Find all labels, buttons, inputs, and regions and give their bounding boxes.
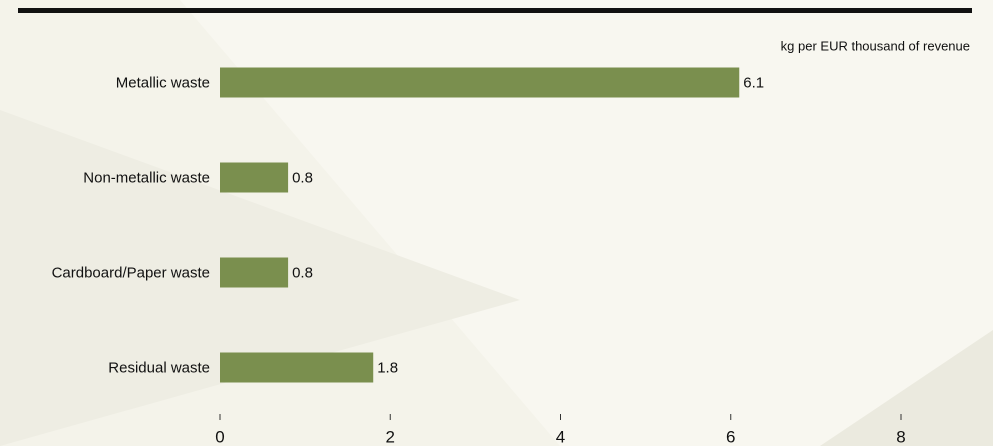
value-label: 0.8: [292, 169, 313, 186]
x-tick-label: 2: [386, 427, 395, 446]
y-tick-label: Non-metallic waste: [83, 169, 210, 186]
x-tick-label: 6: [726, 427, 735, 446]
x-tick-label: 0: [215, 427, 224, 446]
value-label: 6.1: [743, 74, 764, 91]
bar: [220, 352, 374, 383]
value-label: 1.8: [377, 359, 398, 376]
bar: [220, 257, 289, 288]
unit-label: kg per EUR thousand of revenue: [781, 38, 970, 53]
bar: [220, 67, 740, 98]
bar: [220, 162, 289, 193]
value-label: 0.8: [292, 264, 313, 281]
x-tick-label: 4: [556, 427, 565, 446]
y-tick-label: Cardboard/Paper waste: [52, 264, 210, 281]
x-tick-label: 8: [896, 427, 905, 446]
background-shape: [180, 0, 993, 446]
top-rule: [18, 8, 972, 13]
y-tick-label: Residual waste: [108, 359, 210, 376]
background-shape: [820, 330, 993, 446]
y-tick-label: Metallic waste: [116, 74, 210, 91]
